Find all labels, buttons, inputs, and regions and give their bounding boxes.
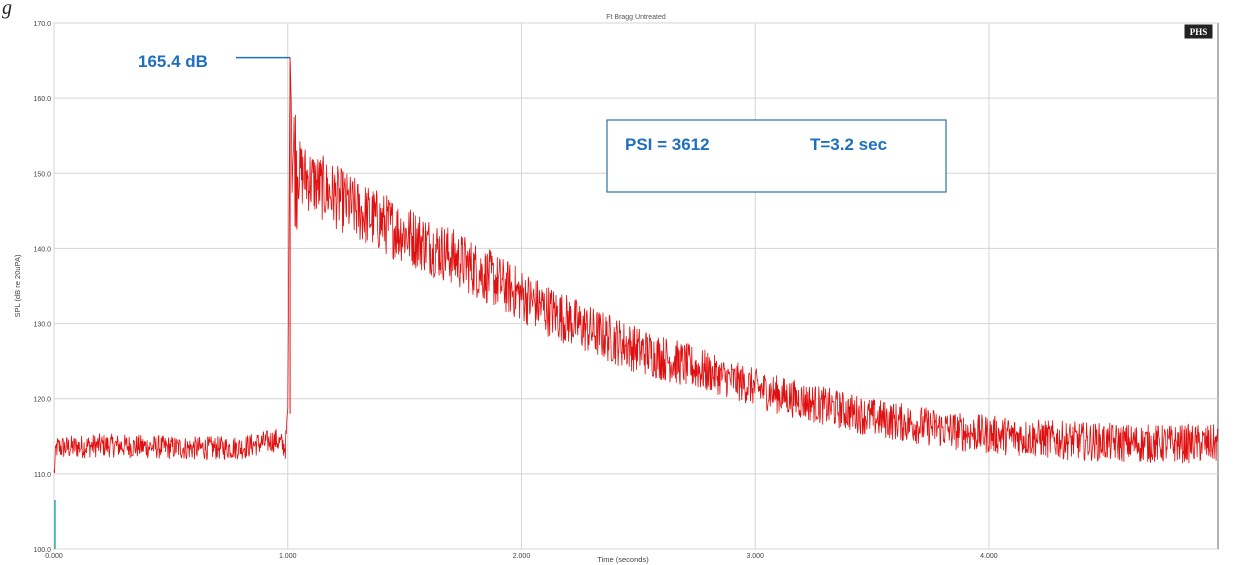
x-tick-label: 4.000 [980, 553, 998, 560]
y-tick-label: 160.0 [33, 96, 51, 103]
x-tick-label: 2.000 [513, 553, 531, 560]
y-axis-ticks: 100.0 110.0 120.0 130.0 140.0 150.0 160.0 170.0 [33, 21, 51, 554]
y-tick-label: 120.0 [33, 397, 51, 404]
y-tick-label: 110.0 [34, 472, 51, 479]
info-box: PSI = 3612 T=3.2 sec [606, 119, 947, 193]
y-tick-label: 100.0 [33, 547, 51, 554]
y-axis-label: SPL (dB re 20uPA) [13, 254, 22, 317]
x-axis-label: Time (seconds) [597, 555, 649, 564]
corner-glyph: g [2, 0, 12, 19]
x-tick-label: 3.000 [746, 553, 764, 560]
peak-label: 165.4 dB [138, 52, 208, 71]
x-tick-label: 1.000 [279, 553, 297, 560]
y-tick-label: 130.0 [33, 322, 51, 329]
phs-badge-text: PHS [1190, 27, 1208, 37]
x-tick-label: 0.000 [45, 553, 63, 560]
psi-label: PSI = 3612 [625, 135, 710, 154]
phs-badge: PHS [1184, 24, 1213, 39]
y-tick-label: 170.0 [33, 21, 51, 28]
y-tick-label: 140.0 [33, 246, 51, 253]
x-axis-ticks: 0.000 1.000 2.000 3.000 4.000 [45, 553, 998, 560]
y-tick-label: 150.0 [33, 171, 51, 178]
chart-title: Ft Bragg Untreated [606, 14, 666, 21]
t-label: T=3.2 sec [810, 135, 887, 154]
series-line [53, 62, 1219, 474]
plot-area [53, 22, 1219, 550]
